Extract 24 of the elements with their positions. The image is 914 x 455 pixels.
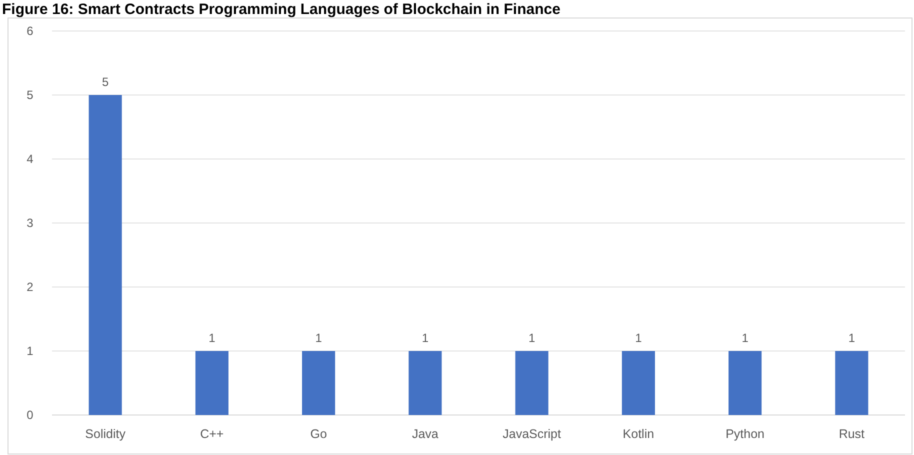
x-tick-label: Go (310, 427, 327, 441)
data-label: 1 (315, 331, 322, 345)
x-tick-label: Solidity (85, 427, 126, 441)
x-tick-label: Python (726, 427, 765, 441)
y-tick-label: 5 (26, 88, 34, 102)
x-tick-label: C++ (200, 427, 224, 441)
data-label: 1 (635, 331, 642, 345)
x-tick-label: Java (412, 427, 438, 441)
x-tick-label: Rust (838, 427, 866, 441)
y-tick-label: 4 (26, 152, 34, 166)
data-label: 1 (422, 331, 429, 345)
data-label: 1 (742, 331, 749, 345)
data-label: 1 (848, 331, 856, 345)
y-tick-label: 1 (26, 344, 34, 358)
data-label: 1 (208, 331, 216, 345)
y-tick-label: 3 (26, 216, 34, 230)
x-tick-label: JavaScript (502, 427, 562, 441)
y-tick-label: 2 (26, 280, 34, 294)
y-tick-label: 6 (26, 24, 34, 38)
chart-title: Figure 16: Smart Contracts Programming Languages of Blockchain in Finance (2, 1, 560, 18)
x-tick-label: Kotlin (622, 427, 654, 441)
data-label: 1 (528, 331, 536, 345)
data-label: 5 (102, 75, 109, 89)
y-tick-label: 0 (26, 408, 34, 422)
